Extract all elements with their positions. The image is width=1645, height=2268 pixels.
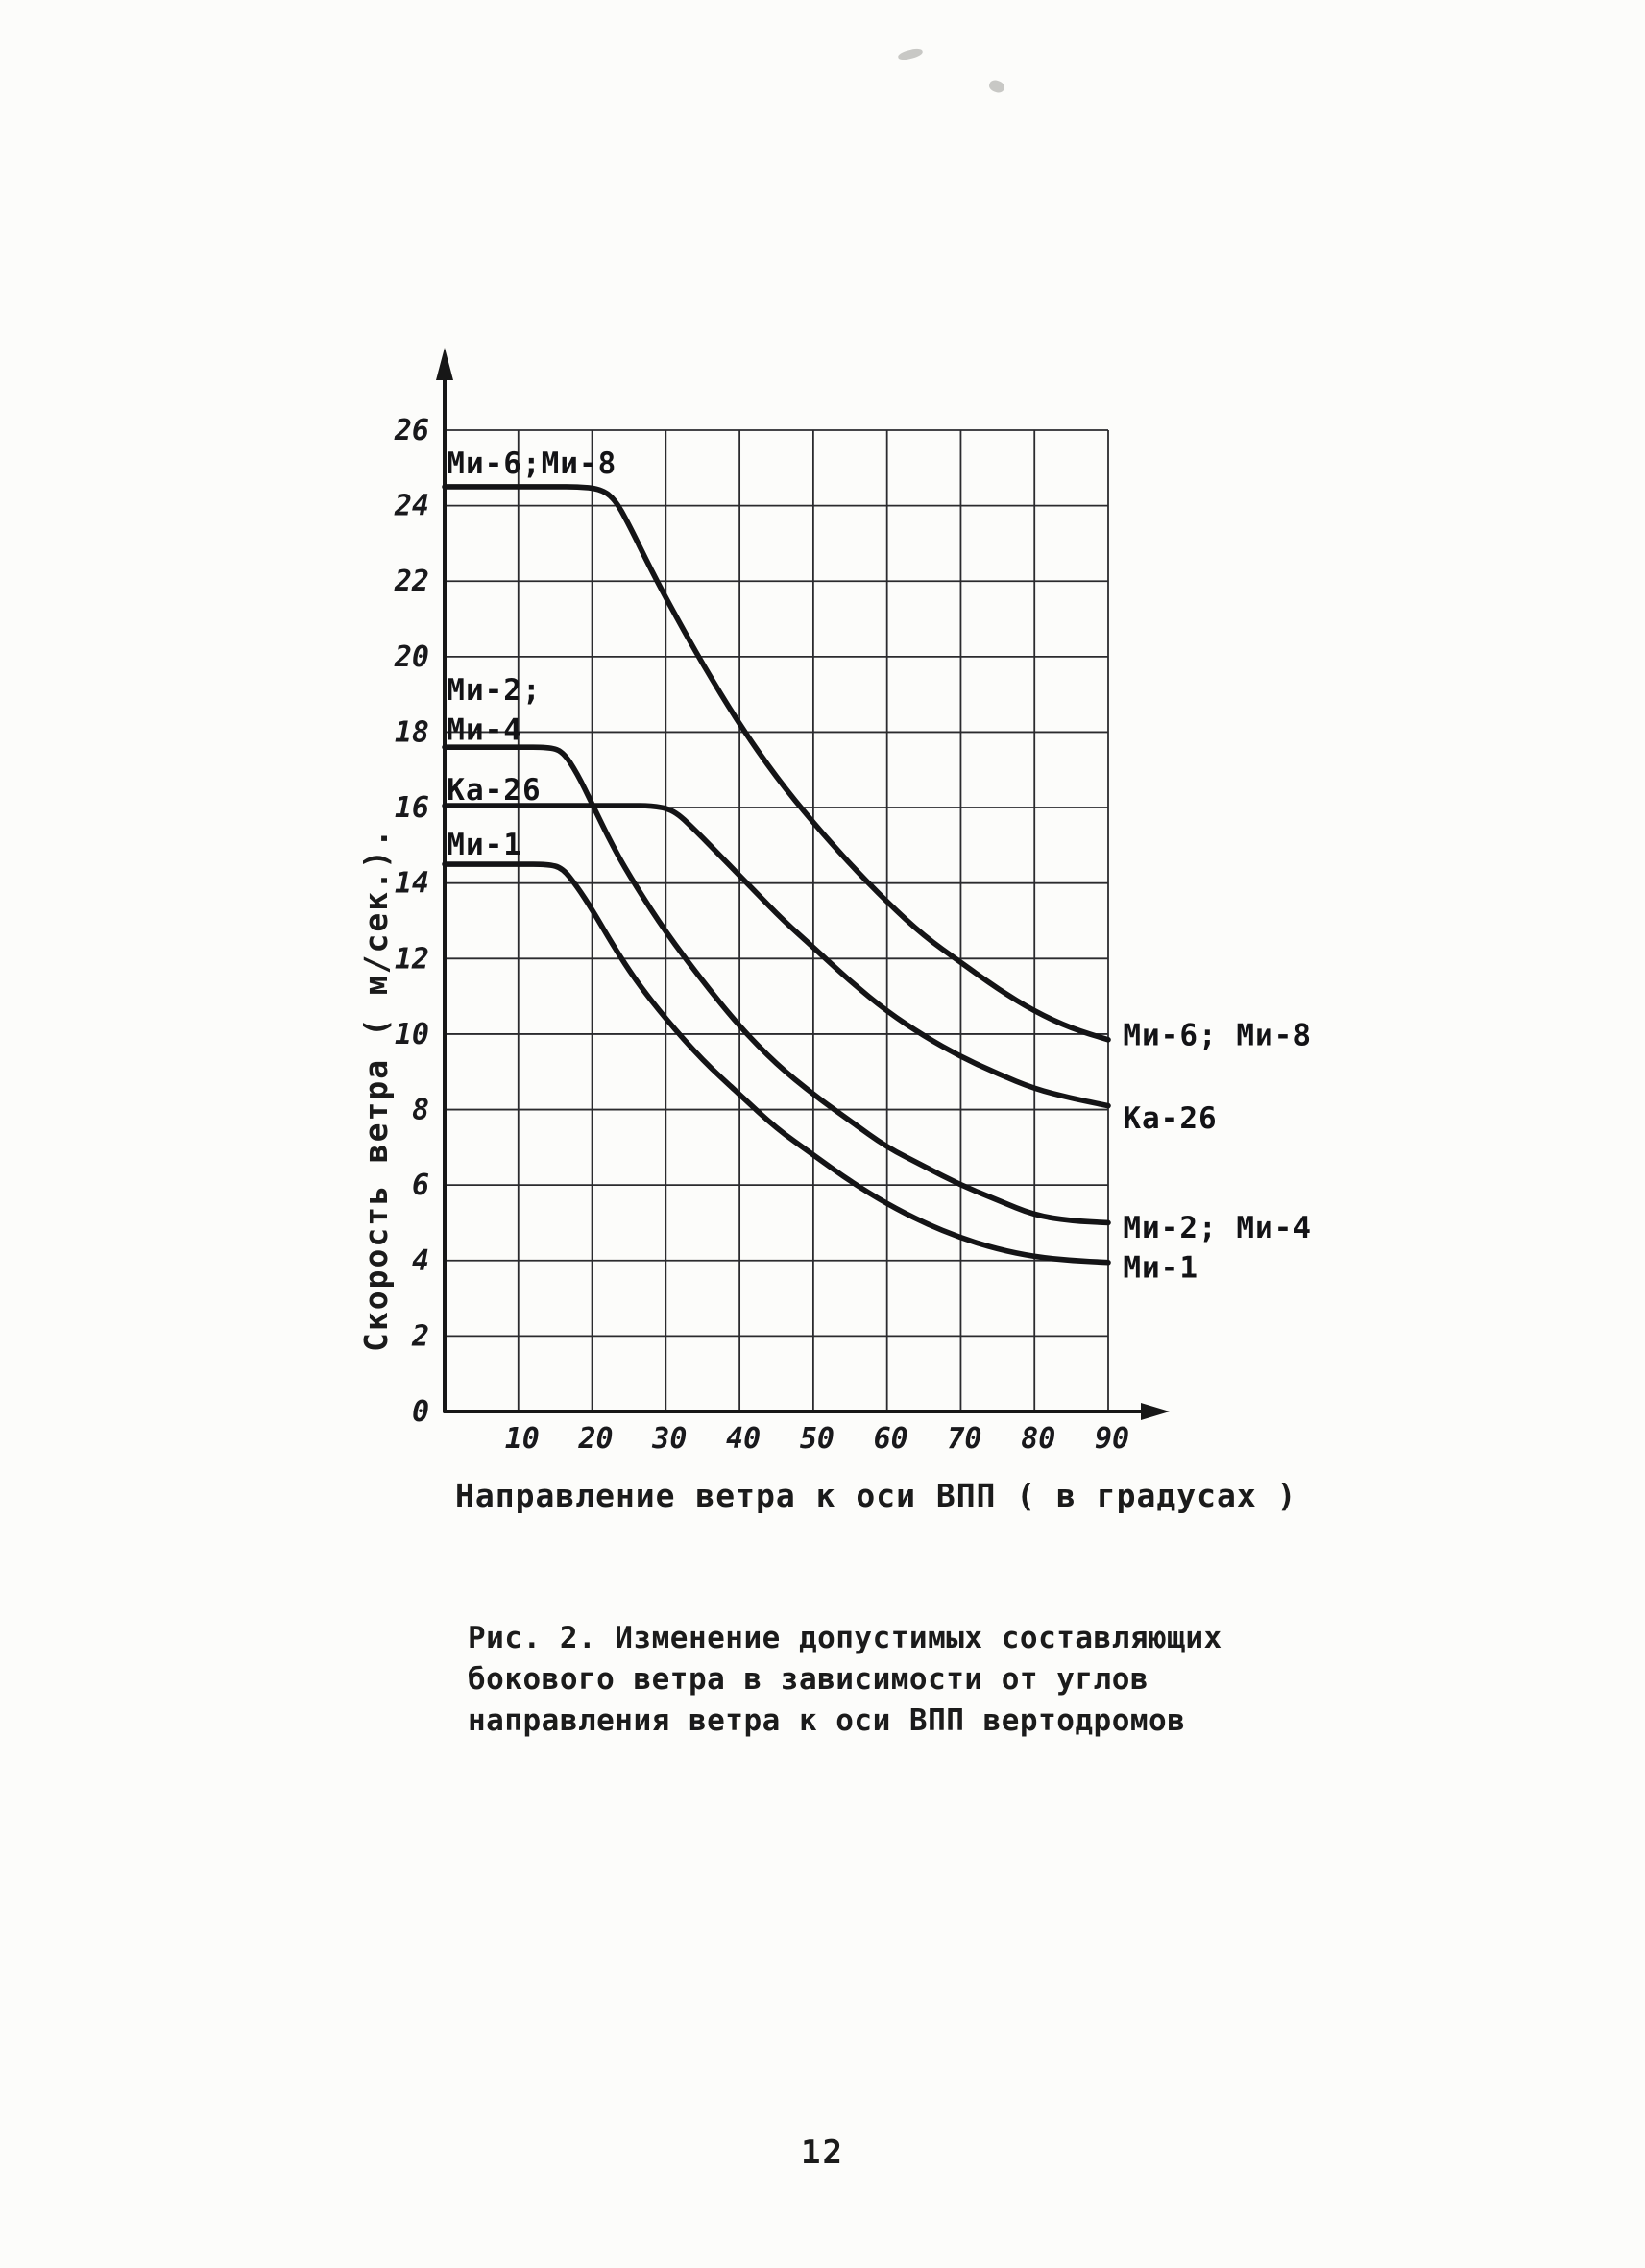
y-tick-label: 14 [395,867,429,901]
x-tick-label: 90 [1095,1422,1129,1456]
x-tick-label: 50 [800,1422,835,1456]
x-axis-title: Направление ветра к оси ВПП ( в градусах… [455,1477,1297,1514]
y-tick-label: 26 [394,414,429,447]
y-tick-label: 6 [412,1169,429,1202]
series-label-right: Ка-26 [1123,1101,1217,1136]
series-label-right: Ми-1 [1123,1250,1198,1285]
caption-line-3: направления ветра к оси ВПП вертодромов [468,1703,1186,1738]
y-tick-label: 0 [412,1395,429,1429]
y-tick-label: 10 [395,1018,429,1051]
y-tick-label: 2 [411,1319,429,1353]
curve-ka-26 [442,803,1111,1109]
y-tick-label: 20 [394,640,429,674]
series-label-left: Ми-6;Ми-8 [447,446,617,481]
series-label-right: Ми-2; Ми-4 [1123,1211,1312,1245]
x-tick-label: 70 [947,1422,981,1456]
series-label-left: Ми-1 [447,828,522,862]
x-tick-label: 40 [726,1422,761,1456]
y-tick-label: 18 [395,715,429,749]
curve-mi-1 [442,861,1111,1266]
y-tick-label: 22 [394,565,429,598]
y-axis-title: Скорость ветра ( м/сек.). [357,827,395,1352]
series-label-right: Ми-6; Ми-8 [1123,1019,1312,1053]
x-axis-arrow-icon [1141,1403,1170,1420]
y-tick-label: 8 [412,1094,429,1127]
y-tick-label: 24 [394,490,429,523]
x-tick-label: 80 [1021,1422,1055,1456]
y-tick-label: 16 [395,791,429,825]
x-tick-label: 10 [505,1422,540,1456]
y-tick-label: 12 [395,942,429,976]
y-tick-label: 4 [412,1244,429,1278]
y-axis-arrow-icon [436,348,453,380]
series-label-left: Ми-4 [447,712,522,747]
x-tick-label: 20 [577,1422,613,1456]
figure-caption: Рис. 2. Изменение допустимых составляющи… [468,1618,1222,1742]
caption-line-1: Рис. 2. Изменение допустимых составляющи… [468,1621,1222,1655]
series-label-left: Ми-2; [447,673,541,708]
page-number: 12 [801,2134,844,2172]
curve-mi6-mi8 [442,484,1111,1043]
curve-mi2-mi4 [442,744,1111,1226]
x-tick-label: 30 [651,1422,687,1456]
series-label-left: Ка-26 [447,773,541,808]
caption-line-2: бокового ветра в зависимости от углов [468,1662,1149,1697]
x-tick-label: 60 [874,1422,908,1456]
